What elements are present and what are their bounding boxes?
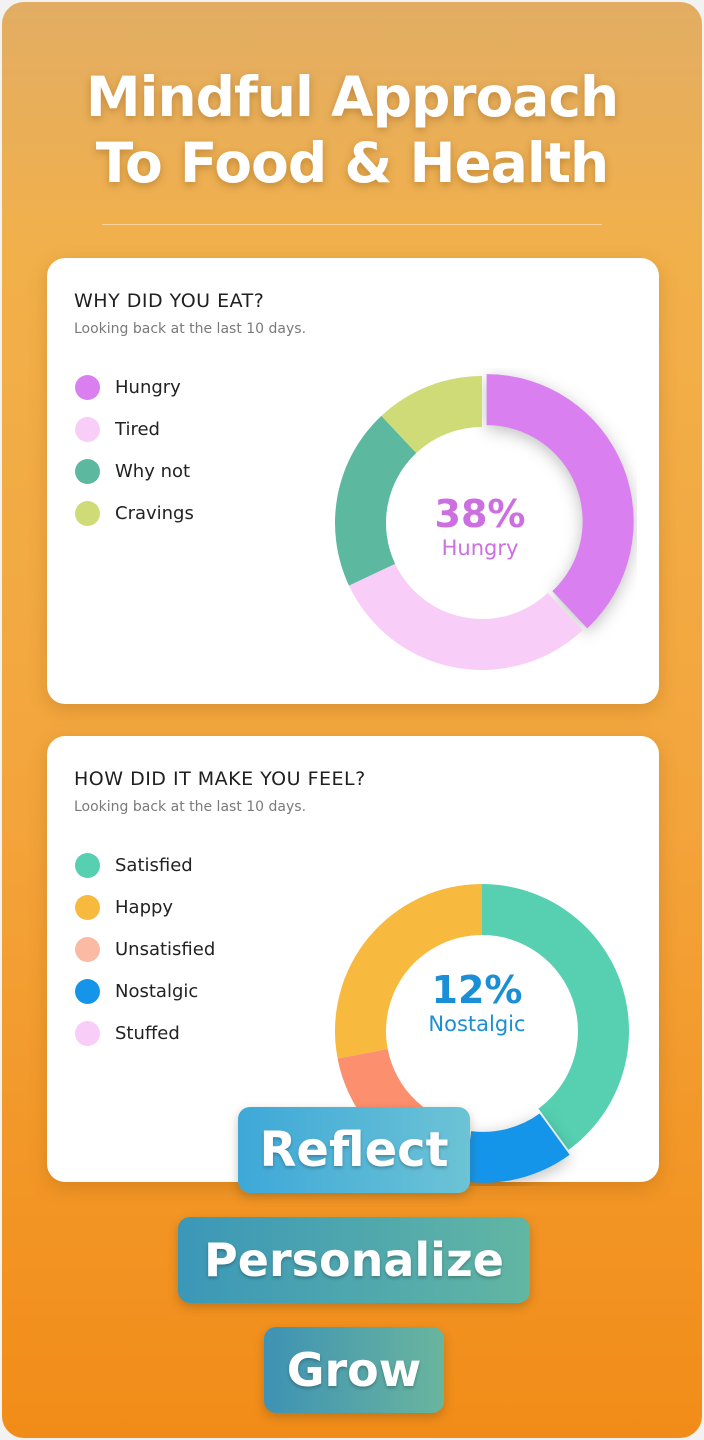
unsatisfied-dot: [75, 936, 100, 962]
personalize-badge: Personalize: [178, 1217, 530, 1303]
hungry-dot: [75, 374, 100, 400]
donut-slice-why-not: [335, 415, 417, 586]
legend-label: Tired: [115, 418, 160, 440]
legend-label: Cravings: [115, 502, 194, 524]
donut-slice-satisfied: [482, 884, 629, 1150]
title-line-2: To Food & Health: [95, 131, 609, 195]
tired-dot: [75, 416, 100, 442]
legend-item-why-not: Why not: [75, 450, 194, 492]
reflect-badge: Reflect: [238, 1107, 470, 1193]
legend-item-satisfied: Satisfied: [75, 844, 215, 886]
happy-dot: [75, 894, 100, 920]
donut-center-label: Hungry: [441, 536, 519, 560]
legend-item-unsatisfied: Unsatisfied: [75, 928, 215, 970]
legend-item-stuffed: Stuffed: [75, 1012, 215, 1054]
legend-item-tired: Tired: [75, 408, 194, 450]
why-not-dot: [75, 458, 100, 484]
card-title: WHY DID YOU EAT?: [74, 290, 265, 312]
legend-item-happy: Happy: [75, 886, 215, 928]
legend-item-hungry: Hungry: [75, 366, 194, 408]
legend-item-cravings: Cravings: [75, 492, 194, 534]
legend-label: Hungry: [115, 376, 181, 398]
why-eat-donut-chart: [335, 374, 634, 670]
cravings-dot: [75, 500, 100, 526]
donut-center-label: Nostalgic: [428, 1012, 526, 1036]
card-subtitle: Looking back at the last 10 days.: [74, 321, 307, 337]
legend-label: Why not: [115, 460, 191, 482]
card-subtitle: Looking back at the last 10 days.: [74, 799, 307, 815]
page-title: Mindful Approach To Food & Health: [2, 64, 702, 196]
legend: Hungry Tired Why not Cravings: [75, 366, 194, 534]
legend-label: Unsatisfied: [115, 938, 216, 960]
why-did-you-eat-card: WHY DID YOU EAT? Looking back at the las…: [47, 258, 659, 704]
legend-label: Nostalgic: [115, 980, 199, 1002]
satisfied-dot: [75, 852, 100, 878]
donut-slice-tired: [348, 563, 583, 670]
donut-slice-cravings: [381, 376, 482, 454]
donut-slice-happy: [335, 884, 482, 1059]
title-line-1: Mindful Approach: [85, 65, 619, 129]
legend-label: Happy: [115, 896, 174, 918]
donut-slice-hungry: [486, 374, 634, 629]
legend-label: Satisfied: [115, 854, 193, 876]
donut-center-value: 12%: [431, 968, 523, 1012]
donut-center-value: 38%: [434, 492, 526, 536]
stuffed-dot: [75, 1020, 100, 1046]
legend: Satisfied Happy Unsatisfied Nostalgic St…: [75, 844, 215, 1054]
legend-item-nostalgic: Nostalgic: [75, 970, 215, 1012]
nostalgic-dot: [75, 978, 100, 1004]
grow-badge: Grow: [264, 1327, 444, 1413]
divider: [102, 224, 602, 225]
donut-slice-nostalgic: [464, 1113, 570, 1183]
legend-label: Stuffed: [115, 1022, 180, 1044]
card-title: HOW DID IT MAKE YOU FEEL?: [74, 768, 366, 790]
